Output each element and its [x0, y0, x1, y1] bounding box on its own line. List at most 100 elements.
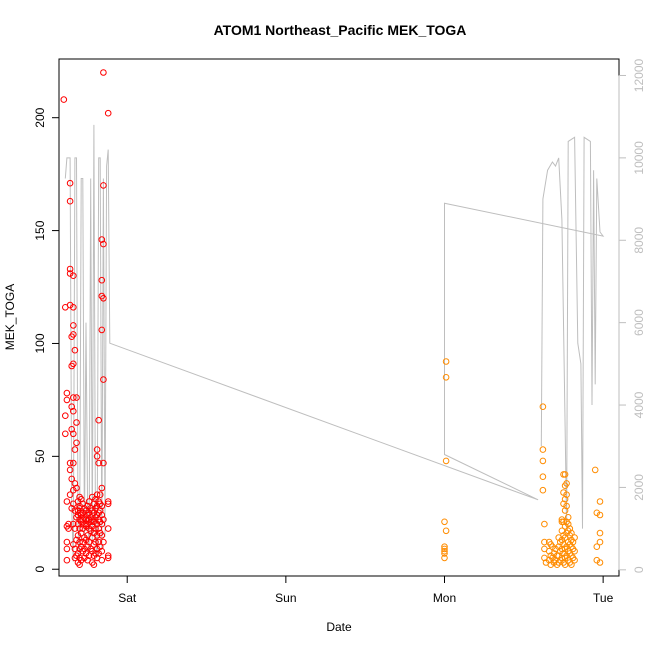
data-point — [76, 561, 83, 569]
data-point — [591, 466, 599, 474]
data-point — [104, 500, 112, 508]
data-point — [441, 518, 448, 526]
data-point — [441, 554, 448, 562]
data-point — [571, 547, 578, 555]
data-point — [98, 547, 106, 555]
data-point — [66, 459, 74, 467]
data-point — [539, 457, 547, 465]
data-point — [441, 547, 448, 555]
x-tick-label: Mon — [433, 591, 456, 605]
data-point — [73, 484, 80, 492]
data-point — [71, 545, 79, 553]
y2-tick-label: 0 — [632, 566, 646, 573]
data-point — [66, 491, 74, 499]
data-point — [66, 197, 74, 205]
data-point — [571, 556, 578, 564]
data-point — [441, 545, 448, 553]
data-point — [442, 527, 450, 535]
data-point — [564, 520, 572, 528]
data-point — [98, 511, 106, 519]
data-point — [104, 525, 112, 532]
chart-title: ATOM1 Northeast_Pacific MEK_TOGA — [214, 22, 467, 38]
data-point — [65, 520, 72, 528]
data-point — [596, 538, 604, 546]
x-axis-label: Date — [326, 620, 352, 634]
y2-tick-label: 2000 — [632, 474, 646, 501]
data-point — [63, 545, 71, 553]
data-point — [70, 407, 77, 415]
data-point — [541, 520, 548, 528]
data-point — [104, 554, 112, 562]
data-point — [563, 491, 570, 499]
data-point — [568, 561, 575, 569]
data-point — [98, 276, 106, 284]
data-point — [70, 331, 77, 338]
data-point — [100, 538, 107, 546]
y2-tick-label: 10000 — [632, 141, 646, 175]
data-point — [93, 491, 101, 499]
data-point — [71, 346, 79, 354]
data-point — [104, 498, 112, 505]
data-point — [442, 358, 450, 365]
data-point — [561, 471, 569, 478]
data-point — [441, 550, 448, 557]
data-point — [539, 473, 547, 481]
data-point — [71, 480, 79, 487]
x-tick-label: Sun — [275, 591, 296, 605]
data-point — [98, 326, 106, 334]
data-point — [441, 543, 448, 551]
data-point — [76, 538, 83, 546]
data-point — [70, 520, 77, 528]
data-point — [92, 550, 99, 557]
data-point — [70, 541, 77, 548]
data-point — [566, 525, 574, 532]
data-point — [71, 446, 79, 453]
data-point — [68, 403, 75, 411]
data-point — [96, 507, 104, 514]
data-point — [65, 525, 72, 532]
data-point — [95, 538, 102, 546]
data-point — [73, 394, 80, 401]
data-point — [70, 394, 77, 401]
data-point — [100, 459, 107, 467]
data-point — [100, 376, 107, 383]
data-point — [93, 446, 101, 453]
data-point — [70, 272, 77, 280]
data-point — [70, 304, 77, 311]
data-point — [76, 525, 83, 532]
data-point — [63, 556, 71, 564]
y2-tick-label: 6000 — [632, 309, 646, 336]
altitude-line-group — [64, 124, 605, 562]
data-point — [66, 265, 74, 273]
data-point — [62, 430, 69, 438]
data-point — [564, 514, 572, 521]
data-point — [73, 439, 80, 447]
x-tick-label: Sat — [118, 591, 137, 605]
data-point — [90, 561, 98, 569]
data-point — [100, 516, 107, 523]
data-point — [96, 543, 104, 551]
data-point — [70, 430, 77, 438]
data-point — [596, 529, 604, 537]
scatter-points-group — [60, 69, 604, 569]
data-point — [541, 538, 548, 546]
data-point — [70, 322, 77, 329]
data-point — [63, 389, 71, 397]
data-point — [442, 457, 450, 465]
data-point — [71, 525, 79, 532]
data-point — [442, 374, 450, 381]
data-point — [98, 520, 106, 528]
data-point — [77, 529, 85, 537]
y-axis: 0 50 100 150 200 — [33, 107, 60, 573]
y-tick-label: 200 — [33, 107, 47, 127]
data-point — [66, 179, 74, 187]
data-point — [76, 505, 83, 512]
data-point — [596, 498, 604, 505]
y2-tick-label: 8000 — [632, 227, 646, 254]
y-tick-label: 150 — [33, 220, 47, 240]
data-point — [563, 480, 570, 487]
y2-tick-label: 12000 — [632, 58, 646, 92]
data-point — [85, 552, 93, 560]
data-point — [561, 495, 569, 503]
